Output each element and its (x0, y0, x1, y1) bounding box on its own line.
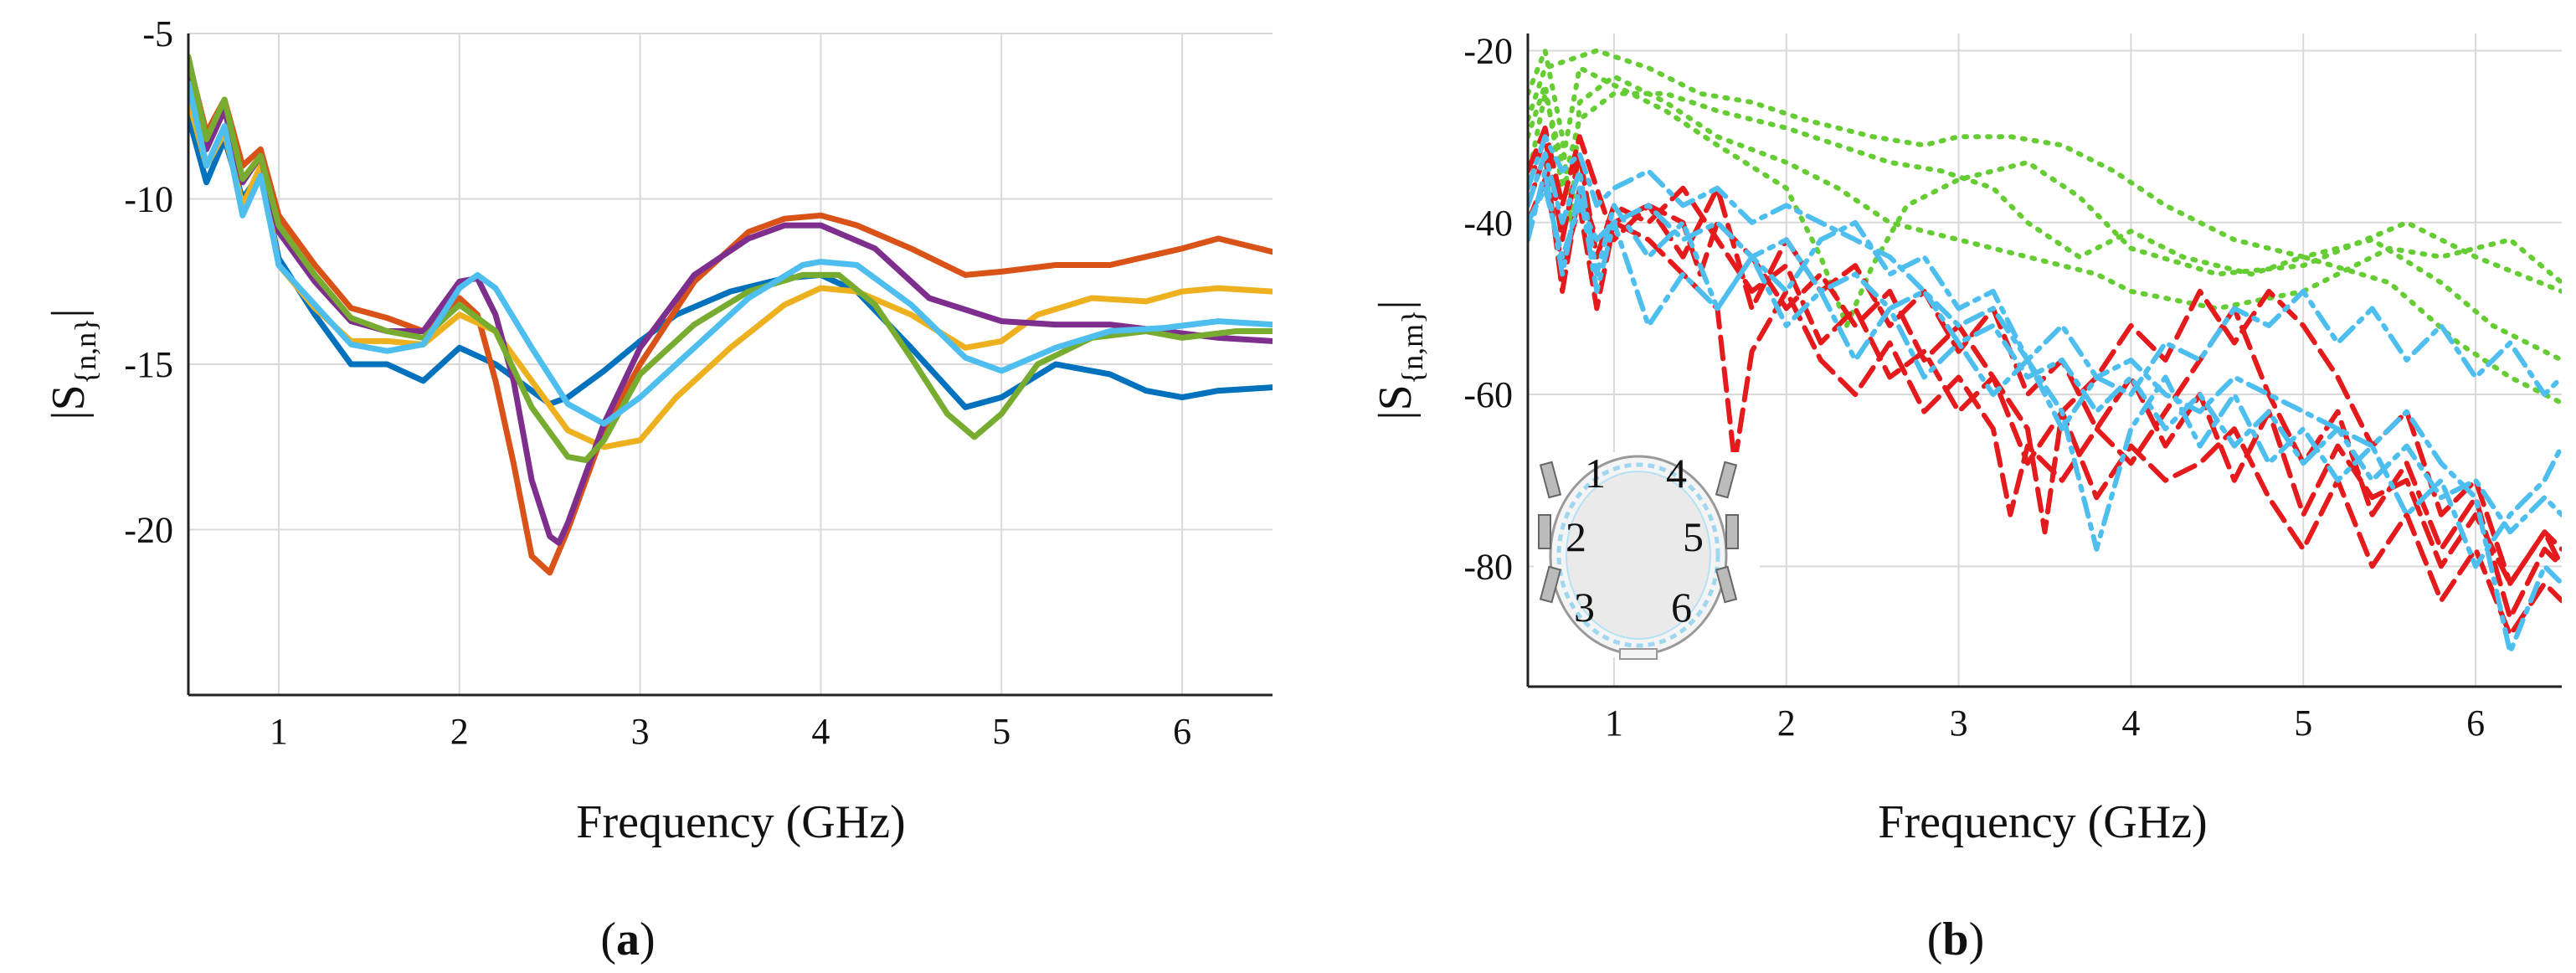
series-line-s66 (188, 80, 1273, 427)
y-tick-label: -20 (1463, 31, 1513, 72)
y-tick-label: -80 (1463, 546, 1513, 587)
x-tick-label: 6 (1173, 711, 1191, 752)
y-tick-label: -20 (124, 510, 173, 551)
inset-label-2: 2 (1566, 513, 1586, 560)
x-tick-label: 2 (1777, 703, 1796, 744)
x-tick-label: 4 (811, 711, 830, 752)
x-tick-label: 1 (1605, 703, 1623, 744)
x-tick-labels-b: 1 2 3 4 5 6 (1605, 703, 2485, 744)
x-tick-label: 5 (992, 711, 1010, 752)
panel-a: 1 2 3 4 5 6 -5 -10 -15 -20 Frequency (GHz) |S{n,… (43, 13, 1273, 965)
y-tick-label: -15 (124, 344, 173, 385)
series-lines-a (188, 54, 1273, 576)
inset-label-1: 1 (1585, 450, 1606, 497)
y-tick-labels-a: -5 -10 -15 -20 (124, 13, 173, 551)
y-tick-label: -40 (1463, 203, 1513, 244)
series-line-red-3 (1528, 151, 2562, 620)
caption-b: (b) (1927, 914, 1984, 965)
inset-head-core (1566, 471, 1711, 640)
inset-label-5: 5 (1683, 513, 1704, 560)
y-axis-label-b: |S{n,m}| (1370, 300, 1429, 420)
inset-element-2 (1538, 514, 1551, 549)
inset-element-4 (1715, 461, 1738, 499)
y-tick-label: -5 (142, 13, 173, 54)
x-tick-label: 6 (2466, 703, 2485, 744)
inset-connector (1619, 648, 1658, 660)
x-tick-label: 4 (2121, 703, 2140, 744)
series-line-blue-4 (1528, 134, 2562, 655)
inset-label-3: 3 (1574, 584, 1595, 631)
x-axis-label-b: Frequency (GHz) (1878, 796, 2207, 848)
series-line-s44 (188, 73, 1273, 546)
series-lines-b (1528, 48, 2562, 655)
series-line-green-3 (1528, 48, 2562, 363)
panel-b: 1 2 3 4 5 6 1 2 3 4 5 6 -20 -40 -60 -80 Frequenc… (1370, 31, 2562, 965)
x-tick-label: 3 (1950, 703, 1968, 744)
y-tick-labels-b: -20 -40 -60 -80 (1463, 31, 1513, 588)
y-tick-label: -60 (1463, 374, 1513, 415)
inset-element-5 (1725, 514, 1739, 549)
x-tick-label: 5 (2294, 703, 2312, 744)
series-line-green-2 (1528, 65, 2562, 328)
y-tick-label: -10 (124, 179, 173, 220)
series-line-blue-2 (1528, 151, 2562, 432)
antenna-inset: 1 2 3 4 5 6 (1534, 450, 1760, 660)
series-line-s22 (188, 57, 1273, 576)
inset-element-3 (1539, 565, 1562, 604)
inset-label-6: 6 (1671, 584, 1692, 631)
x-tick-label: 3 (631, 711, 650, 752)
x-tick-labels-a: 1 2 3 4 5 6 (270, 711, 1191, 752)
inset-element-1 (1539, 461, 1562, 499)
y-axis-label-a: |S{n,n}| (43, 308, 102, 420)
x-tick-label: 2 (450, 711, 469, 752)
inset-head-ring (1556, 462, 1720, 648)
inset-label-4: 4 (1666, 450, 1687, 497)
x-axis-label-a: Frequency (GHz) (576, 796, 905, 848)
inset-element-6 (1715, 565, 1738, 604)
x-tick-label: 1 (270, 711, 288, 752)
series-line-blue-1 (1528, 185, 2562, 535)
caption-a: (a) (600, 914, 655, 965)
